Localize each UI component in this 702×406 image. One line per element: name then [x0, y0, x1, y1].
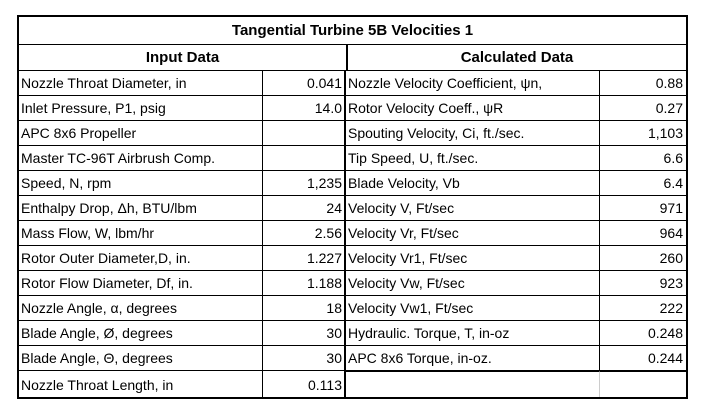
calculated-value-cell[interactable]: 260 — [659, 250, 683, 266]
input-label-cell[interactable]: Master TC-96T Airbrush Comp. — [19, 146, 263, 170]
input-value-cell[interactable]: 30 — [263, 321, 346, 345]
input-label-cell[interactable]: Nozzle Throat Length, in — [19, 371, 263, 397]
table-row: Nozzle Throat Length, in 0.113 — [19, 371, 686, 397]
input-label-cell[interactable]: Speed, N, rpm — [19, 171, 263, 195]
table-row: APC 8x6 Propeller Spouting Velocity, Ci, … — [19, 121, 686, 146]
table-title: Tangential Turbine 5B Velocities 1 — [19, 17, 686, 45]
input-value-cell[interactable]: 1,235 — [263, 171, 346, 195]
calculated-value-cell[interactable] — [600, 371, 686, 397]
calculated-value-cell[interactable]: 0.244 — [647, 350, 683, 366]
calculated-label-cell[interactable]: Hydraulic. Torque, T, in-oz — [346, 321, 600, 345]
calculated-label-cell[interactable] — [346, 371, 600, 397]
input-value-cell[interactable]: 30 — [263, 346, 346, 370]
calculated-label-cell[interactable]: Velocity Vr1, Ft/sec — [346, 246, 600, 270]
table-row: Nozzle Angle, α, degrees 18 Velocity Vw1, … — [19, 296, 686, 321]
table-row: Mass Flow, W, lbm/hr 2.56 Velocity Vr, Ft/… — [19, 221, 686, 246]
calculated-value-cell[interactable]: 0.27 — [655, 100, 683, 116]
calculated-label-cell[interactable]: Velocity V, Ft/sec — [346, 196, 600, 220]
input-value-cell[interactable]: 1.188 — [263, 271, 346, 295]
calculated-label-cell[interactable]: Blade Velocity, Vb — [346, 171, 600, 195]
table-row: Master TC-96T Airbrush Comp. Tip Speed, U… — [19, 146, 686, 171]
input-label-cell[interactable]: APC 8x6 Propeller — [19, 121, 263, 145]
input-label-cell[interactable]: Enthalpy Drop, Δh, BTU/lbm — [19, 196, 263, 220]
calculated-label-cell[interactable]: Tip Speed, U, ft./sec. — [346, 146, 600, 170]
calculated-label-cell[interactable]: Velocity Vw1, Ft/sec — [346, 296, 600, 320]
calculated-value-cell[interactable]: 971 — [659, 200, 683, 216]
calculated-label-cell[interactable]: Nozzle Velocity Coefficient, ψn, — [346, 71, 600, 95]
calculated-label-cell[interactable]: Velocity Vw, Ft/sec — [346, 271, 600, 295]
input-label-cell[interactable]: Nozzle Throat Diameter, in — [19, 71, 263, 95]
calculated-label-cell[interactable]: APC 8x6 Torque, in-oz. — [346, 346, 600, 370]
input-label-cell[interactable]: Blade Angle, Θ, degrees — [19, 346, 263, 370]
table-row: Inlet Pressure, P1, psig 14.0 Rotor Veloci… — [19, 96, 686, 121]
calculated-label-cell[interactable]: Rotor Velocity Coeff., ψR — [346, 96, 600, 120]
calculated-value-cell[interactable]: 0.88 — [655, 75, 683, 91]
input-value-cell[interactable]: 0.041 — [263, 71, 346, 95]
calculated-value-cell[interactable]: 222 — [659, 300, 683, 316]
input-data-header: Input Data — [19, 45, 348, 70]
spreadsheet-table: Tangential Turbine 5B Velocities 1 Input… — [17, 15, 688, 399]
input-value-cell[interactable]: 18 — [263, 296, 346, 320]
input-value-cell[interactable]: 24 — [263, 196, 346, 220]
input-label-cell[interactable]: Blade Angle, Ø, degrees — [19, 321, 263, 345]
table-row: Blade Angle, Ø, degrees 30 Hydraulic. Torq… — [19, 321, 686, 346]
calculated-value-cell[interactable]: 6.6 — [663, 150, 683, 166]
input-value-cell[interactable] — [263, 146, 346, 170]
table-row: Enthalpy Drop, Δh, BTU/lbm 24 Velocity V, … — [19, 196, 686, 221]
input-value-cell[interactable]: 2.56 — [263, 221, 346, 245]
table-row: Rotor Outer Diameter,D, in. 1.227 Velocity… — [19, 246, 686, 271]
calculated-value-cell[interactable]: 1,103 — [647, 125, 683, 141]
input-label-cell[interactable]: Inlet Pressure, P1, psig — [19, 96, 263, 120]
table-row: Rotor Flow Diameter, Df, in. 1.188 Velocit… — [19, 271, 686, 296]
calculated-value-cell[interactable]: 0.248 — [647, 325, 683, 341]
table-row: Blade Angle, Θ, degrees 30 APC 8x6 Torque,… — [19, 346, 686, 371]
input-label-cell[interactable]: Nozzle Angle, α, degrees — [19, 296, 263, 320]
input-label-cell[interactable]: Mass Flow, W, lbm/hr — [19, 221, 263, 245]
calculated-value-cell[interactable]: 6.4 — [663, 175, 683, 191]
table-row: Nozzle Throat Diameter, in 0.041 Nozzle Ve… — [19, 71, 686, 96]
table-row: Speed, N, rpm 1,235 Blade Velocity, Vb 6.4 — [19, 171, 686, 196]
input-label-cell[interactable]: Rotor Flow Diameter, Df, in. — [19, 271, 263, 295]
table-body: Nozzle Throat Diameter, in 0.041 Nozzle Ve… — [19, 71, 686, 397]
calculated-value-cell[interactable]: 964 — [659, 225, 683, 241]
calculated-data-header: Calculated Data — [460, 49, 574, 66]
input-label-cell[interactable]: Rotor Outer Diameter,D, in. — [19, 246, 263, 270]
calculated-label-cell[interactable]: Spouting Velocity, Ci, ft./sec. — [346, 121, 600, 145]
input-value-cell[interactable]: 1.227 — [263, 246, 346, 270]
calculated-label-cell[interactable]: Velocity Vr, Ft/sec — [346, 221, 600, 245]
input-value-cell[interactable] — [263, 121, 346, 145]
header-row: Input Data Calculated Data — [19, 45, 686, 71]
calculated-value-cell[interactable]: 923 — [659, 275, 683, 291]
input-value-cell[interactable]: 0.113 — [263, 371, 346, 397]
input-value-cell[interactable]: 14.0 — [263, 96, 346, 120]
